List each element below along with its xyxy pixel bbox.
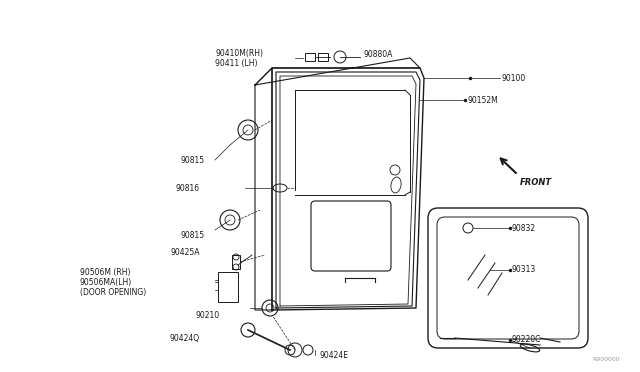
Bar xyxy=(218,272,238,302)
Text: 90313: 90313 xyxy=(512,266,536,275)
Text: R900000: R900000 xyxy=(593,357,620,362)
Text: 90880A: 90880A xyxy=(363,49,392,58)
Text: (DOOR OPENING): (DOOR OPENING) xyxy=(80,288,147,296)
Text: 90424E: 90424E xyxy=(320,350,349,359)
Bar xyxy=(305,53,315,61)
Text: 90816: 90816 xyxy=(176,183,200,192)
Text: 90506M (RH): 90506M (RH) xyxy=(80,267,131,276)
Text: 90815: 90815 xyxy=(181,155,205,164)
Text: 90815: 90815 xyxy=(181,231,205,240)
Text: 90220C: 90220C xyxy=(512,336,541,344)
Text: 90411 (LH): 90411 (LH) xyxy=(215,58,257,67)
Text: 90100: 90100 xyxy=(502,74,526,83)
Text: 90506MA(LH): 90506MA(LH) xyxy=(80,278,132,286)
Text: 90425A: 90425A xyxy=(170,247,200,257)
Text: 90410M(RH): 90410M(RH) xyxy=(215,48,263,58)
Text: 90424Q: 90424Q xyxy=(170,334,200,343)
Text: 90210: 90210 xyxy=(196,311,220,320)
Text: FRONT: FRONT xyxy=(520,178,552,187)
Bar xyxy=(318,53,328,61)
Bar xyxy=(232,255,240,269)
Text: 90832: 90832 xyxy=(512,224,536,232)
Text: 90152M: 90152M xyxy=(467,96,498,105)
